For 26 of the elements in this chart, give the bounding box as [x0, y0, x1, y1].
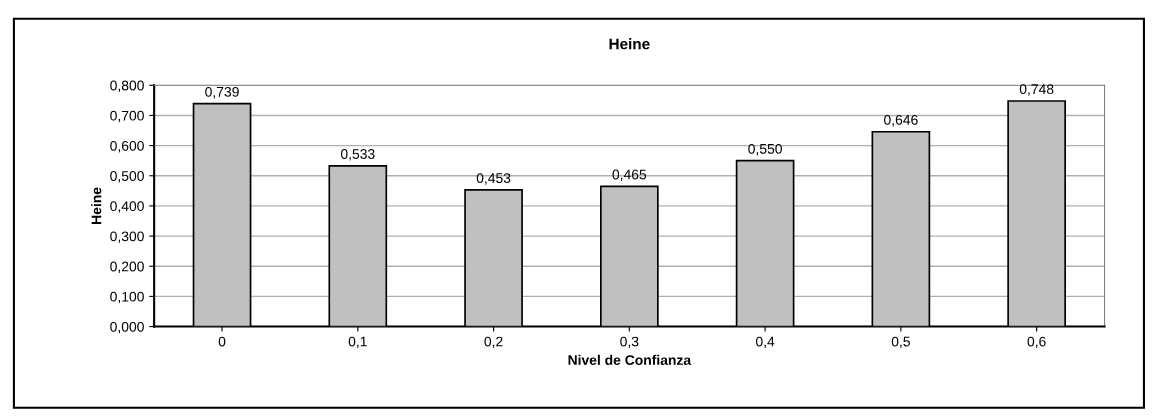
data-label: 0,453 — [476, 173, 511, 185]
y-tick-label: 0,600 — [110, 140, 144, 153]
data-label: 0,465 — [612, 169, 647, 182]
x-tick-label: 0,3 — [620, 336, 639, 349]
data-label: 0,533 — [340, 149, 375, 161]
y-tick-label: 0,200 — [110, 261, 144, 274]
chart-title: Heine — [609, 38, 650, 50]
x-tick-label: 0,1 — [348, 336, 367, 349]
y-tick-label: 0,500 — [110, 171, 144, 183]
data-label: 0,748 — [1019, 84, 1054, 96]
y-axis-title: Heine — [91, 187, 102, 224]
y-tick-label: 0,400 — [110, 201, 144, 213]
x-tick-label: 0,6 — [1027, 336, 1046, 349]
x-tick-label: 0,2 — [484, 336, 503, 349]
y-tick-label: 0,800 — [110, 80, 144, 93]
x-tick-label: 0 — [218, 336, 226, 347]
data-label: 0,739 — [205, 86, 239, 99]
x-tick-label: 0,4 — [756, 336, 775, 349]
x-tick-label: 0,5 — [891, 336, 910, 349]
y-tick-label: 0,300 — [110, 231, 144, 243]
y-tick-label: 0,700 — [110, 110, 144, 123]
y-tick-label: 0,000 — [110, 321, 144, 334]
data-label: 0,550 — [748, 143, 782, 156]
y-tick-label: 0,100 — [110, 291, 144, 304]
x-axis-title: Nivel de Confianza — [568, 354, 692, 365]
data-label: 0,646 — [884, 114, 918, 127]
